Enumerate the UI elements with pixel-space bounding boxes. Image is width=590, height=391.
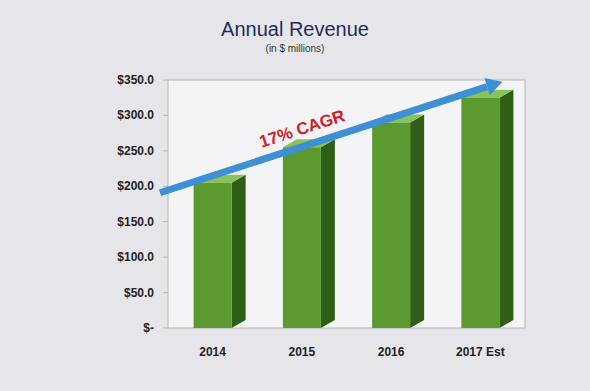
y-tick-label: $200.0 [117,179,154,193]
x-tick-label: 2016 [378,345,405,359]
tick-mark [163,80,168,81]
y-tick-label: $- [143,321,154,335]
y-tick-label: $300.0 [117,108,154,122]
annotation: 17% CAGR [257,106,347,151]
bar-side [321,139,335,328]
y-tick-label: $50.0 [124,286,154,300]
y-tick-label: $350.0 [117,73,154,87]
bar-front [461,98,499,328]
tick-mark [163,221,168,222]
bar-side [232,175,246,328]
chart-container: Annual Revenue (in $ millions) $- $50.0 $100… [0,0,590,391]
tick-mark [163,328,168,329]
y-tick-label: $250.0 [117,144,154,158]
tick-mark [163,292,168,293]
subtitle: (in $ millions) [266,43,325,54]
tick-mark [163,186,168,187]
title: Annual Revenue [221,18,369,40]
bars [194,90,514,328]
bar [194,175,246,328]
x-tick-label: 2014 [199,345,226,359]
plot-frame [168,80,525,328]
bar-front [194,183,232,328]
x-tick-label: 2015 [289,345,316,359]
tick-mark [163,115,168,116]
y-tick-label: $100.0 [117,250,154,264]
tick-mark [163,150,168,151]
trend-arrow-head [484,78,502,95]
x-tick-label: 2017 Est [456,345,505,359]
bar-side [499,90,513,328]
chart: Annual Revenue (in $ millions) $- $50.0 $100… [0,0,590,391]
bar [461,90,513,328]
background [0,0,590,391]
tick-mark [163,257,168,258]
y-tick-label: $150.0 [117,215,154,229]
bar [283,139,335,328]
trend-arrow [160,87,487,193]
bar [372,115,424,328]
bar-front [372,123,410,328]
bar-front [283,147,321,328]
bar-side [410,115,424,328]
